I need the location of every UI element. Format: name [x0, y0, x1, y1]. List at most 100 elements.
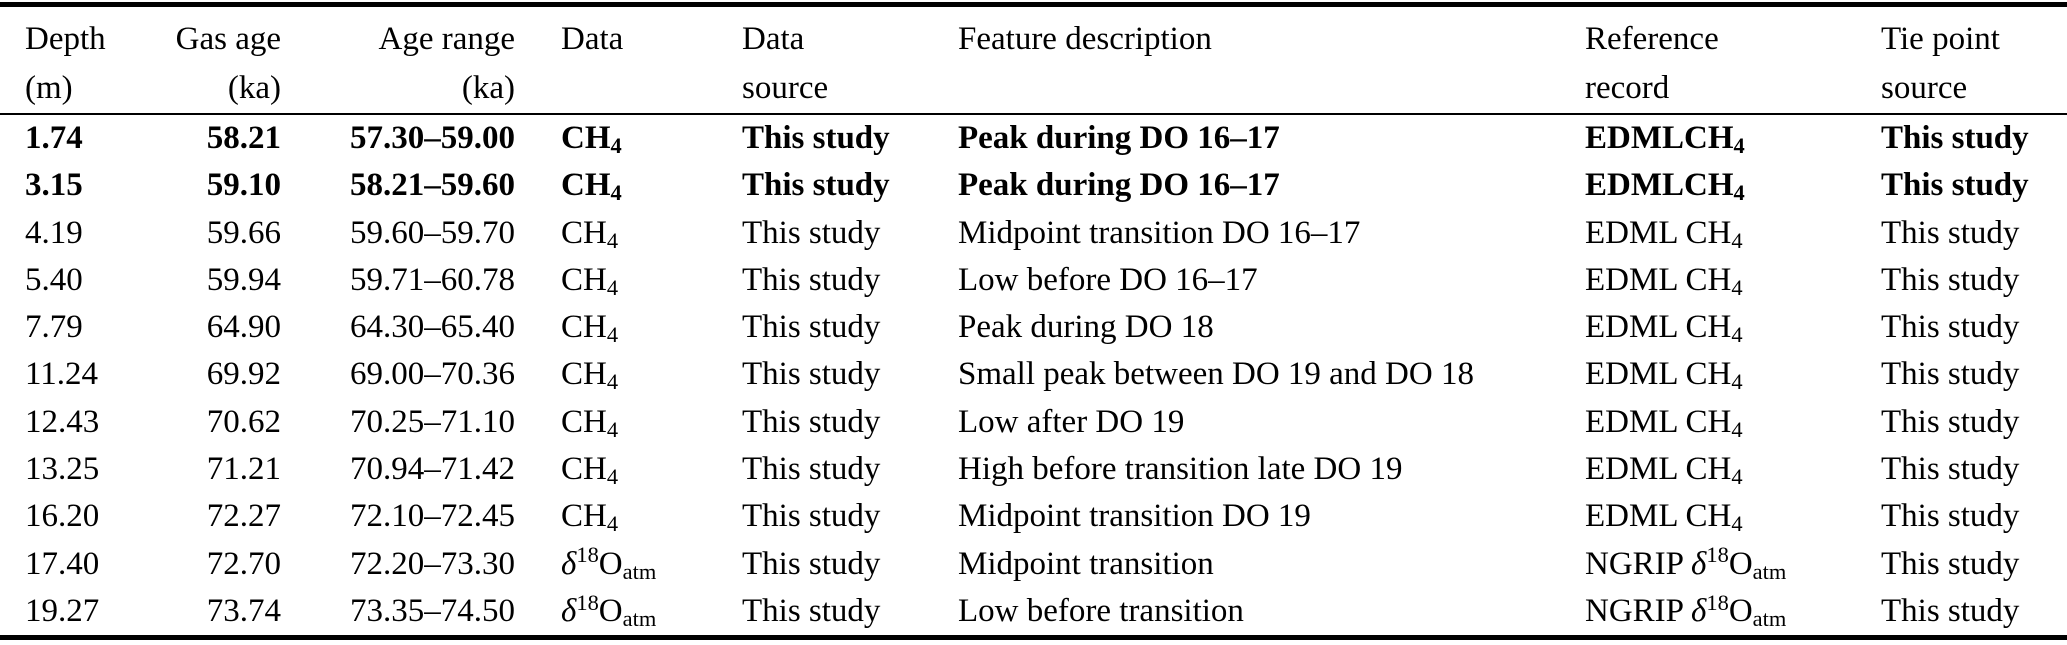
cell-reference: EDML CH4	[1585, 214, 1743, 253]
cell-depth: 17.40	[25, 545, 100, 582]
cell-tie-source: This study	[1881, 309, 2020, 346]
cell-data-source: This study	[742, 545, 881, 582]
cell-gas-age: 73.74	[206, 592, 281, 629]
cell-tie-source: This study	[1881, 356, 2020, 393]
cell-feature: High before transition late DO 19	[958, 451, 1403, 488]
header-line1: Gas age	[175, 21, 281, 57]
header-line2: record	[1585, 70, 1670, 106]
cell-depth: 7.79	[25, 309, 83, 346]
cell-data: δ18Oatm	[561, 542, 657, 584]
cell-tie-source: This study	[1881, 214, 2020, 251]
cell-data-source: This study	[742, 356, 881, 393]
cell-tie-source: This study	[1881, 403, 2020, 440]
cell-data: CH4	[561, 498, 619, 537]
cell-data-source: This study	[742, 167, 890, 204]
column-header-data-source: Data source	[742, 4, 958, 115]
header-line1: Tie point	[1881, 21, 2000, 57]
table-row: 4.19 59.66 59.60–59.70 CH4 This study Midpoin…	[0, 210, 2067, 257]
cell-feature: Midpoint transition DO 16–17	[958, 214, 1361, 251]
cell-gas-age: 70.62	[206, 403, 281, 440]
cell-reference: EDML CH4	[1585, 451, 1743, 489]
cell-tie-source: This study	[1881, 120, 2029, 156]
cell-data-source: This study	[742, 451, 881, 488]
header-line2: source	[1881, 70, 1968, 106]
header-line2	[561, 64, 742, 113]
header-line1: Depth	[25, 21, 106, 57]
table-row: 17.40 72.70 72.20–73.30 δ18Oatm This study Mi…	[0, 541, 2067, 588]
cell-age-range: 64.30–65.40	[350, 309, 515, 346]
cell-depth: 16.20	[25, 498, 100, 535]
cell-depth: 4.19	[25, 214, 83, 251]
cell-tie-source: This study	[1881, 167, 2029, 204]
header-line1: Data	[742, 21, 805, 57]
cell-gas-age: 59.66	[206, 214, 281, 251]
table-row: 3.15 59.10 58.21–59.60 CH4 This study Peak du…	[0, 162, 2067, 209]
cell-feature: Midpoint transition DO 19	[958, 498, 1311, 535]
table-header: Depth (m) Gas age (ka) Age range (ka) Data Data…	[0, 4, 2067, 115]
cell-data: CH4	[561, 214, 619, 253]
header-line2: (ka)	[227, 70, 281, 106]
table-row: 16.20 72.27 72.10–72.45 CH4 This study Midpoi…	[0, 493, 2067, 540]
cell-data-source: This study	[742, 592, 881, 629]
cell-tie-source: This study	[1881, 545, 2020, 582]
cell-depth: 1.74	[25, 120, 83, 156]
cell-data: CH4	[561, 451, 619, 489]
header-row: Depth (m) Gas age (ka) Age range (ka) Data Data…	[0, 4, 2067, 115]
cell-age-range: 57.30–59.00	[350, 120, 515, 156]
cell-feature: Peak during DO 16–17	[958, 167, 1280, 204]
cell-age-range: 73.35–74.50	[350, 592, 515, 629]
cell-depth: 5.40	[25, 261, 83, 298]
cell-depth: 19.27	[25, 592, 100, 629]
cell-gas-age: 59.94	[206, 261, 281, 298]
cell-age-range: 70.25–71.10	[350, 403, 515, 440]
column-header-depth: Depth (m)	[0, 4, 140, 115]
cell-tie-source: This study	[1881, 451, 2020, 488]
cell-data-source: This study	[742, 403, 881, 440]
cell-tie-source: This study	[1881, 592, 2020, 629]
header-line1: Feature description	[958, 21, 1212, 57]
cell-depth: 11.24	[25, 356, 99, 393]
header-line1: Reference	[1585, 21, 1719, 57]
column-header-tie-source: Tie point source	[1881, 4, 2067, 115]
cell-data: δ18Oatm	[561, 589, 657, 631]
cell-reference: NGRIP δ18Oatm	[1585, 589, 1787, 631]
cell-feature: Low before transition	[958, 592, 1244, 629]
table-row: 1.74 58.21 57.30–59.00 CH4 This study Peak du…	[0, 114, 2067, 162]
cell-feature: Low after DO 19	[958, 403, 1185, 440]
cell-feature: Peak during DO 16–17	[958, 120, 1280, 156]
cell-gas-age: 72.27	[206, 498, 281, 535]
cell-data-source: This study	[742, 120, 890, 156]
table-row: 13.25 71.21 70.94–71.42 CH4 This study High b…	[0, 446, 2067, 493]
cell-reference: EDML CH4	[1585, 356, 1743, 395]
cell-data: CH4	[561, 261, 619, 300]
cell-data: CH4	[561, 167, 622, 206]
column-header-gas-age: Gas age (ka)	[140, 4, 281, 115]
header-line2: (ka)	[461, 70, 515, 106]
table-row: 19.27 73.74 73.35–74.50 δ18Oatm This study Lo…	[0, 588, 2067, 638]
cell-depth: 12.43	[25, 403, 100, 440]
cell-gas-age: 72.70	[206, 545, 281, 582]
cell-gas-age: 58.21	[206, 120, 281, 156]
cell-age-range: 69.00–70.36	[350, 356, 515, 393]
header-line2: (m)	[25, 70, 73, 106]
cell-feature: Midpoint transition	[958, 545, 1214, 582]
cell-reference: EDML CH4	[1585, 403, 1743, 442]
cell-data: CH4	[561, 403, 619, 442]
column-header-data: Data	[515, 4, 742, 115]
cell-tie-source: This study	[1881, 498, 2020, 535]
column-header-reference: Reference record	[1585, 4, 1881, 115]
cell-data-source: This study	[742, 261, 881, 298]
column-header-age-range: Age range (ka)	[281, 4, 515, 115]
column-header-feature: Feature description	[958, 4, 1585, 115]
cell-reference: EDMLCH4	[1585, 120, 1745, 158]
cell-data: CH4	[561, 120, 622, 158]
cell-feature: Peak during DO 18	[958, 309, 1214, 346]
cell-age-range: 59.71–60.78	[350, 261, 515, 298]
header-line2	[958, 64, 1585, 113]
table-row: 12.43 70.62 70.25–71.10 CH4 This study Low af…	[0, 399, 2067, 446]
cell-age-range: 59.60–59.70	[350, 214, 515, 251]
cell-tie-source: This study	[1881, 261, 2020, 298]
header-line1: Data	[561, 21, 624, 57]
